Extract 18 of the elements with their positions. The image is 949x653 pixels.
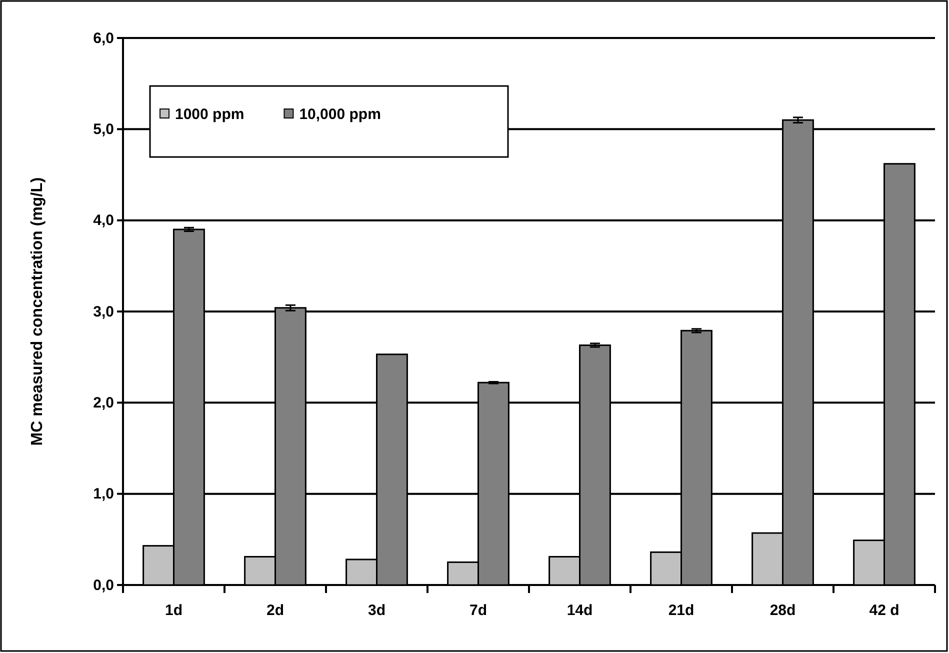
- legend-label: 1000 ppm: [175, 106, 244, 123]
- y-tick-label: 2,0: [93, 394, 114, 412]
- y-tick-label: 3,0: [93, 303, 114, 320]
- x-tick-label: 2d: [266, 602, 284, 619]
- y-tick-label: 0,0: [93, 576, 114, 594]
- x-tick-label: 3d: [368, 602, 386, 619]
- legend-label: 10,000 ppm: [299, 106, 381, 123]
- y-axis-title: MC measured concentration (mg/L): [29, 177, 46, 446]
- x-tick-label: 28d: [770, 602, 796, 619]
- y-tick-label: 6,0: [93, 30, 114, 47]
- x-tick-label: 14d: [566, 602, 593, 619]
- y-tick-label: 1,0: [93, 486, 114, 503]
- y-tick-label: 5,0: [93, 120, 114, 138]
- x-tick-label: 7d: [469, 602, 488, 619]
- x-tick-label: 21d: [668, 602, 694, 619]
- y-tick-label: 4,0: [93, 212, 114, 230]
- x-tick-label: 42 d: [869, 602, 900, 619]
- x-tick-label: 1d: [164, 602, 183, 619]
